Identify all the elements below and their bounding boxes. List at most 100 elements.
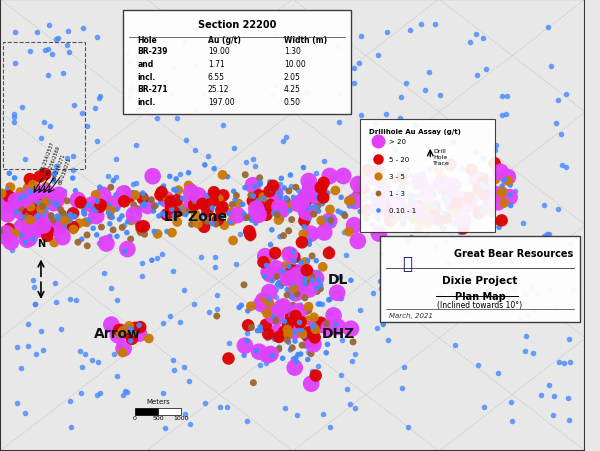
Point — [268, 277, 277, 285]
Point — [265, 179, 275, 186]
Point — [199, 191, 209, 198]
Point — [127, 336, 137, 343]
Point — [187, 221, 196, 228]
Point — [547, 63, 556, 70]
Point — [325, 310, 335, 317]
Point — [544, 382, 553, 389]
Point — [408, 218, 418, 226]
Point — [420, 87, 430, 94]
Point — [391, 197, 400, 204]
Point — [103, 174, 112, 181]
Point — [397, 174, 406, 181]
Point — [167, 230, 177, 237]
Point — [91, 192, 100, 199]
Point — [292, 412, 302, 419]
Point — [271, 82, 281, 89]
Point — [65, 220, 75, 227]
Point — [316, 285, 325, 293]
Point — [118, 224, 127, 231]
Point — [255, 179, 265, 186]
Point — [520, 347, 530, 354]
Point — [307, 274, 316, 281]
Point — [296, 327, 306, 334]
Point — [226, 219, 235, 226]
Point — [373, 52, 383, 60]
Text: Au (g/t): Au (g/t) — [208, 36, 241, 45]
Point — [172, 219, 182, 226]
Point — [267, 187, 277, 194]
Point — [44, 22, 54, 29]
Point — [303, 275, 313, 282]
Point — [450, 188, 460, 195]
Point — [65, 218, 74, 225]
Point — [267, 92, 277, 99]
Point — [272, 209, 281, 216]
Point — [203, 208, 212, 216]
Point — [419, 181, 429, 189]
Point — [451, 203, 460, 211]
Point — [452, 199, 462, 207]
Point — [139, 226, 149, 234]
Point — [419, 219, 428, 226]
Point — [151, 202, 160, 209]
Point — [289, 315, 298, 322]
Point — [51, 36, 61, 43]
Point — [11, 210, 21, 217]
Point — [347, 357, 357, 364]
Point — [277, 280, 287, 287]
Point — [497, 93, 507, 101]
Point — [2, 187, 12, 194]
Point — [127, 326, 136, 333]
Point — [382, 29, 391, 37]
Point — [259, 194, 268, 201]
Point — [374, 216, 383, 224]
Point — [32, 216, 42, 224]
Point — [6, 230, 16, 237]
Point — [23, 207, 32, 214]
Point — [385, 201, 395, 208]
Point — [211, 217, 221, 224]
Point — [80, 350, 90, 358]
Point — [305, 196, 314, 203]
Point — [20, 239, 30, 246]
Point — [305, 267, 315, 274]
Point — [430, 204, 439, 212]
Point — [194, 200, 204, 207]
Point — [386, 189, 396, 197]
Point — [324, 245, 334, 253]
Point — [62, 155, 71, 162]
Point — [212, 306, 222, 313]
Point — [7, 247, 17, 254]
FancyBboxPatch shape — [360, 120, 494, 232]
Point — [97, 236, 107, 244]
Text: March, 2021: March, 2021 — [389, 312, 433, 318]
Point — [158, 390, 168, 397]
Point — [205, 97, 214, 104]
Point — [308, 341, 318, 348]
Point — [490, 177, 500, 184]
Point — [337, 210, 346, 217]
Point — [74, 220, 84, 227]
Point — [442, 239, 451, 246]
Point — [551, 120, 561, 128]
Point — [271, 250, 280, 257]
Point — [149, 203, 158, 210]
Point — [27, 219, 37, 226]
Point — [126, 236, 136, 243]
Point — [181, 212, 191, 219]
Point — [172, 176, 181, 183]
Point — [301, 265, 311, 272]
Point — [476, 204, 485, 212]
Point — [167, 206, 176, 213]
Point — [28, 220, 37, 227]
Point — [130, 194, 139, 201]
Point — [364, 167, 373, 174]
Point — [316, 282, 326, 289]
Point — [88, 225, 98, 232]
Point — [307, 253, 317, 260]
Point — [28, 207, 38, 215]
Point — [280, 318, 289, 325]
Point — [79, 208, 89, 216]
Point — [11, 198, 21, 205]
Point — [118, 392, 128, 399]
